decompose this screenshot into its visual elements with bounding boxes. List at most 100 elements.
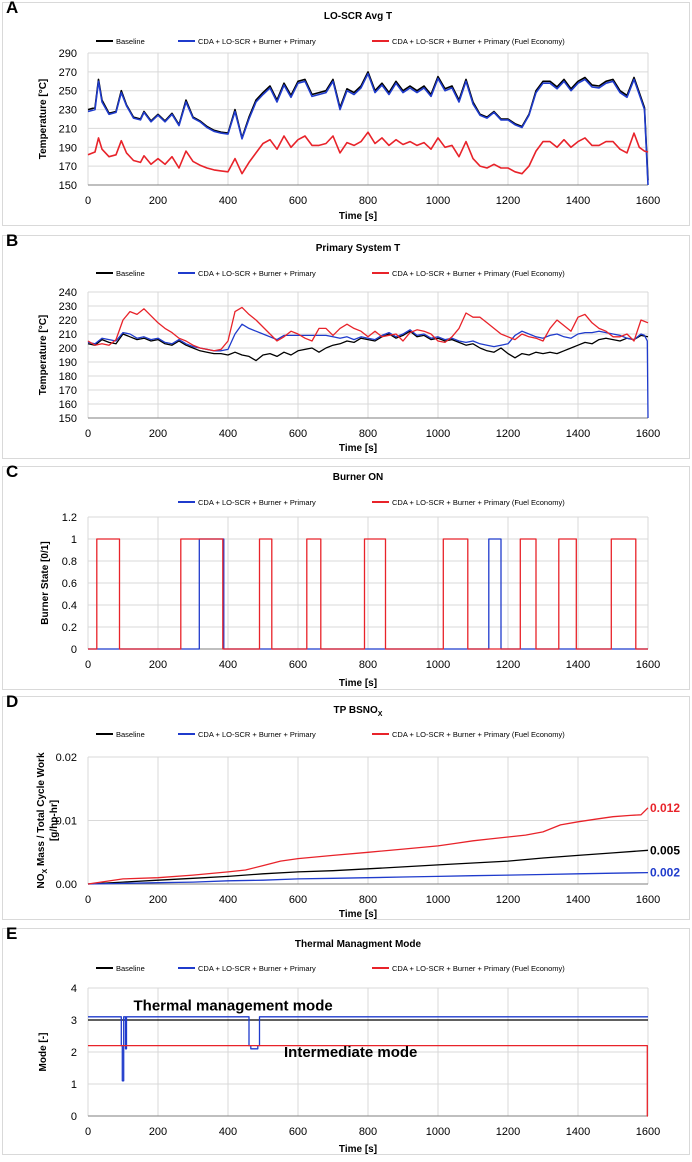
x-tick-label: 200 [149,1126,167,1138]
panel-border [2,696,690,920]
line-chart-primary-system-t: 0 200 400 600 800 1000 1200 1400 1600 150 160 170 18… [38,243,660,454]
y-tick-label: 0.6 [62,578,77,590]
x-tick-label: 200 [149,195,167,207]
y-tick-label: 150 [59,180,77,192]
x-tick-label: 0 [85,1126,91,1138]
y-axis-label-units: [g/hp-hr] [49,800,60,841]
y-tick-label: 0.2 [62,622,77,634]
y-tick-label: 170 [59,385,77,397]
y-axis-label: Temperature [°C] [38,79,49,160]
y-tick-label: 0.01 [56,816,77,828]
chart-title: Thermal Managment Mode [295,939,422,950]
legend-entry: CDA + LO-SCR + Burner + Primary [198,730,316,739]
y-axis-label: NOX Mass / Total Cycle Work [36,752,49,888]
x-tick-label: 600 [289,659,307,671]
panel-label: B [6,231,19,250]
y-tick-label: 180 [59,371,77,383]
end-value-label: 0.005 [650,843,680,857]
x-tick-label: 1600 [636,195,660,207]
chart-title: LO-SCR Avg T [324,11,392,22]
y-tick-label: 3 [71,1015,77,1027]
y-tick-label: 0 [71,644,77,656]
x-tick-label: 1400 [566,1126,590,1138]
y-axis-label: Mode [-] [38,1033,49,1072]
end-value-label: 0.002 [650,866,680,880]
x-tick-label: 1600 [636,428,660,440]
x-tick-label: 1400 [566,428,590,440]
y-tick-label: 0.00 [56,879,77,891]
y-tick-label: 200 [59,343,77,355]
legend-entry: CDA + LO-SCR + Burner + Primary [198,964,316,973]
x-tick-label: 1400 [566,894,590,906]
x-tick-label: 800 [359,1126,377,1138]
chart-title: Primary System T [316,243,401,254]
x-tick-label: 1200 [496,195,520,207]
end-value-label: 0.012 [650,801,680,815]
y-tick-label: 0.02 [56,752,77,764]
x-tick-label: 0 [85,428,91,440]
y-tick-label: 230 [59,301,77,313]
x-tick-label: 1600 [636,659,660,671]
x-tick-label: 1600 [636,894,660,906]
chart-panel-c: C 0 200 400 600 800 1000 1200 1400 1600 0 0.2 0.4 0.… [0,462,692,692]
x-tick-label: 800 [359,659,377,671]
y-tick-label: 240 [59,287,77,299]
x-tick-label: 1200 [496,1126,520,1138]
line-chart-lo-scr-avg-t: 0 200 400 600 800 1000 1200 1400 1600 150 170 190 21… [38,11,660,222]
x-axis-label: Time [s] [339,678,377,689]
x-tick-label: 400 [219,894,237,906]
y-tick-label: 210 [59,329,77,341]
x-axis-label: Time [s] [339,909,377,920]
series-line-baseline [87,849,649,885]
annotation-text: Intermediate mode [284,1044,417,1061]
y-axis-label: Temperature [°C] [38,315,49,396]
y-tick-label: 290 [59,48,77,60]
x-tick-label: 0 [85,894,91,906]
y-tick-label: 250 [59,86,77,98]
x-tick-label: 800 [359,195,377,207]
series-line-cda-lo-scr-burner-primary-fuel-economy [87,306,649,352]
legend-entry: CDA + LO-SCR + Burner + Primary (Fuel Ec… [392,964,565,973]
x-axis-label: Time [s] [339,443,377,454]
y-tick-label: 170 [59,161,77,173]
panel-label: A [6,0,19,17]
series-line-cda-lo-scr-burner-primary-fuel-economy [88,1044,648,1117]
y-tick-label: 190 [59,357,77,369]
series-line-cda-lo-scr-burner-primary [87,323,649,419]
series-line-cda-lo-scr-burner-primary-fuel-economy [88,538,648,650]
x-tick-label: 800 [359,428,377,440]
chart-title: TP BSNOX [334,705,383,718]
panel-label: E [6,924,18,943]
y-tick-label: 0.4 [62,600,77,612]
legend-entry: CDA + LO-SCR + Burner + Primary (Fuel Ec… [392,498,565,507]
x-tick-label: 1200 [496,894,520,906]
y-tick-label: 220 [59,315,77,327]
chart-panel-a: A 0 200 400 600 800 1000 1200 1400 1600 150 170 190… [0,0,692,228]
y-tick-label: 0 [71,1111,77,1123]
legend-entry: CDA + LO-SCR + Burner + Primary [198,498,316,507]
series-line-cda-lo-scr-burner-primary [87,871,649,885]
panel-border [2,928,690,1155]
x-tick-label: 1000 [426,428,450,440]
x-tick-label: 1000 [426,195,450,207]
series-line-baseline [87,330,649,362]
x-tick-label: 1000 [426,1126,450,1138]
series-line-cda-lo-scr-burner-primary [87,72,649,186]
line-chart-burner-on: 0 200 400 600 800 1000 1200 1400 1600 0 0.2 0.4 0.6 0… [40,472,660,689]
legend-entry: Baseline [116,964,145,973]
chart-panel-b: B 0 200 400 600 800 1000 1200 1400 1600 150 160 170… [0,231,692,461]
y-tick-label: 2 [71,1047,77,1059]
x-tick-label: 1000 [426,894,450,906]
panel-label: D [6,692,19,711]
x-tick-label: 0 [85,195,91,207]
x-tick-label: 200 [149,894,167,906]
x-tick-label: 600 [289,195,307,207]
y-tick-label: 1 [71,534,77,546]
x-tick-label: 600 [289,428,307,440]
x-tick-label: 1600 [636,1126,660,1138]
y-tick-label: 270 [59,67,77,79]
chart-title: Burner ON [333,472,384,483]
legend-entry: CDA + LO-SCR + Burner + Primary (Fuel Ec… [392,730,565,739]
x-tick-label: 600 [289,894,307,906]
x-tick-label: 400 [219,659,237,671]
